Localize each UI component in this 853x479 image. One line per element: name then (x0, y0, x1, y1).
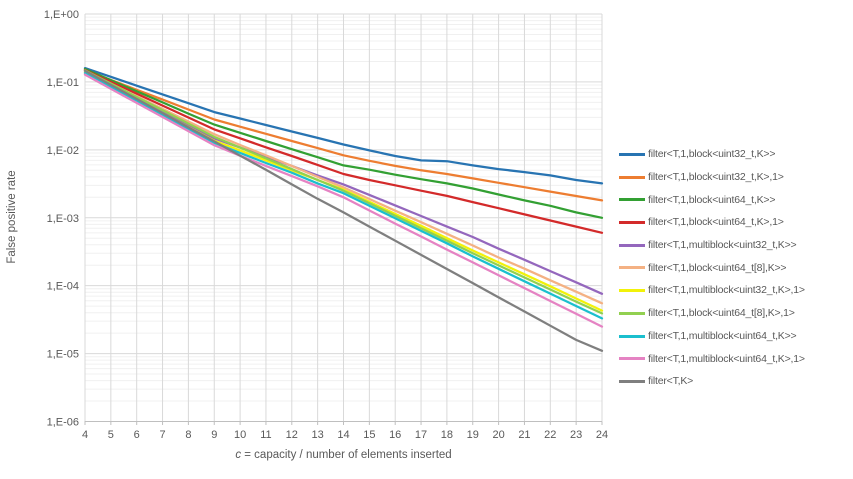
y-tick-label: 1,E-06 (47, 417, 79, 429)
y-axis-title-text: False positive rate (6, 170, 18, 264)
series-line[interactable] (83, 69, 604, 352)
legend-item[interactable]: filter<T,1,block<uint32_t,K>,1> (619, 166, 851, 189)
legend-item[interactable]: filter<T,1,block<uint32_t,K>> (619, 143, 851, 166)
legend-item[interactable]: filter<T,1,multiblock<uint32_t,K>> (619, 234, 851, 257)
legend-label: filter<T,1,multiblock<uint32_t,K>,1> (648, 284, 805, 297)
x-tick-label: 17 (415, 429, 427, 441)
x-tick-label: 13 (312, 429, 324, 441)
x-tick-label: 10 (234, 429, 246, 441)
legend-swatch (619, 198, 645, 202)
legend-swatch (619, 266, 645, 270)
x-tick-label: 5 (108, 429, 114, 441)
legend-label: filter<T,K> (648, 375, 694, 388)
legend-swatch (619, 289, 645, 293)
series-line[interactable] (83, 71, 604, 320)
x-tick-label: 24 (596, 429, 608, 441)
x-axis-title-variable: c (235, 449, 242, 461)
x-tick-label: 6 (134, 429, 140, 441)
x-tick-label: 23 (570, 429, 582, 441)
y-tick-label: 1,E-05 (47, 349, 79, 361)
legend-label: filter<T,1,block<uint32_t,K>> (648, 148, 776, 161)
y-tick-label: 1,E-04 (47, 281, 79, 293)
legend-item[interactable]: filter<T,K> (619, 370, 851, 393)
x-tick-label: 21 (518, 429, 530, 441)
x-tick-label: 15 (363, 429, 375, 441)
x-tick-label: 8 (185, 429, 191, 441)
legend-swatch (619, 311, 645, 315)
legend-item[interactable]: filter<T,1,block<uint64_t,K>> (619, 188, 851, 211)
x-axis-title: c = capacity / number of elements insert… (85, 449, 602, 461)
legend-swatch (619, 221, 645, 225)
x-tick-label: 20 (492, 429, 504, 441)
y-tick-label: 1,E+00 (44, 9, 79, 21)
x-tick-label: 11 (260, 429, 271, 441)
legend-item[interactable]: filter<T,1,block<uint64_t[8],K>> (619, 257, 851, 280)
legend-swatch (619, 334, 645, 338)
y-tick-label: 1,E-03 (47, 213, 79, 225)
legend-item[interactable]: filter<T,1,multiblock<uint32_t,K>,1> (619, 279, 851, 302)
y-tick-label: 1,E-01 (47, 77, 79, 89)
y-tick-label: 1,E-02 (47, 145, 79, 157)
x-tick-label: 22 (544, 429, 556, 441)
x-tick-label: 14 (337, 429, 349, 441)
series-line[interactable] (83, 69, 604, 305)
legend-label: filter<T,1,block<uint64_t[8],K>,1> (648, 307, 795, 320)
series-line[interactable] (83, 68, 604, 234)
legend: filter<T,1,block<uint32_t,K>> filter<T,1,… (619, 143, 851, 393)
x-tick-label: 19 (467, 429, 479, 441)
series-line[interactable] (83, 69, 604, 315)
legend-label: filter<T,1,block<uint64_t,K>> (648, 193, 776, 206)
legend-item[interactable]: filter<T,1,block<uint64_t[8],K>,1> (619, 302, 851, 325)
legend-label: filter<T,1,multiblock<uint32_t,K>> (648, 238, 797, 251)
x-tick-label: 16 (389, 429, 401, 441)
series-line[interactable] (83, 67, 604, 219)
legend-swatch (619, 357, 645, 361)
legend-label: filter<T,1,multiblock<uint64_t,K>,1> (648, 352, 805, 365)
series-line[interactable] (83, 68, 604, 202)
legend-item[interactable]: filter<T,1,multiblock<uint64_t,K>> (619, 325, 851, 348)
x-tick-label: 7 (159, 429, 165, 441)
legend-swatch (619, 380, 645, 384)
series-line[interactable] (83, 73, 604, 328)
series-line[interactable] (83, 70, 604, 295)
legend-swatch (619, 243, 645, 247)
legend-item[interactable]: filter<T,1,block<uint64_t,K>,1> (619, 211, 851, 234)
legend-label: filter<T,1,block<uint64_t,K>,1> (648, 216, 784, 229)
x-tick-label: 4 (82, 429, 88, 441)
legend-label: filter<T,1,multiblock<uint64_t,K>> (648, 329, 797, 342)
x-tick-label: 18 (441, 429, 453, 441)
legend-item[interactable]: filter<T,1,multiblock<uint64_t,K>,1> (619, 347, 851, 370)
legend-label: filter<T,1,block<uint32_t,K>,1> (648, 170, 784, 183)
legend-swatch (619, 175, 645, 179)
x-axis-title-text: = capacity / number of elements inserted (241, 449, 452, 461)
series-line[interactable] (83, 66, 604, 185)
legend-swatch (619, 152, 645, 156)
x-tick-label: 12 (286, 429, 298, 441)
x-tick-label: 9 (211, 429, 217, 441)
legend-label: filter<T,1,block<uint64_t[8],K>> (648, 261, 787, 274)
